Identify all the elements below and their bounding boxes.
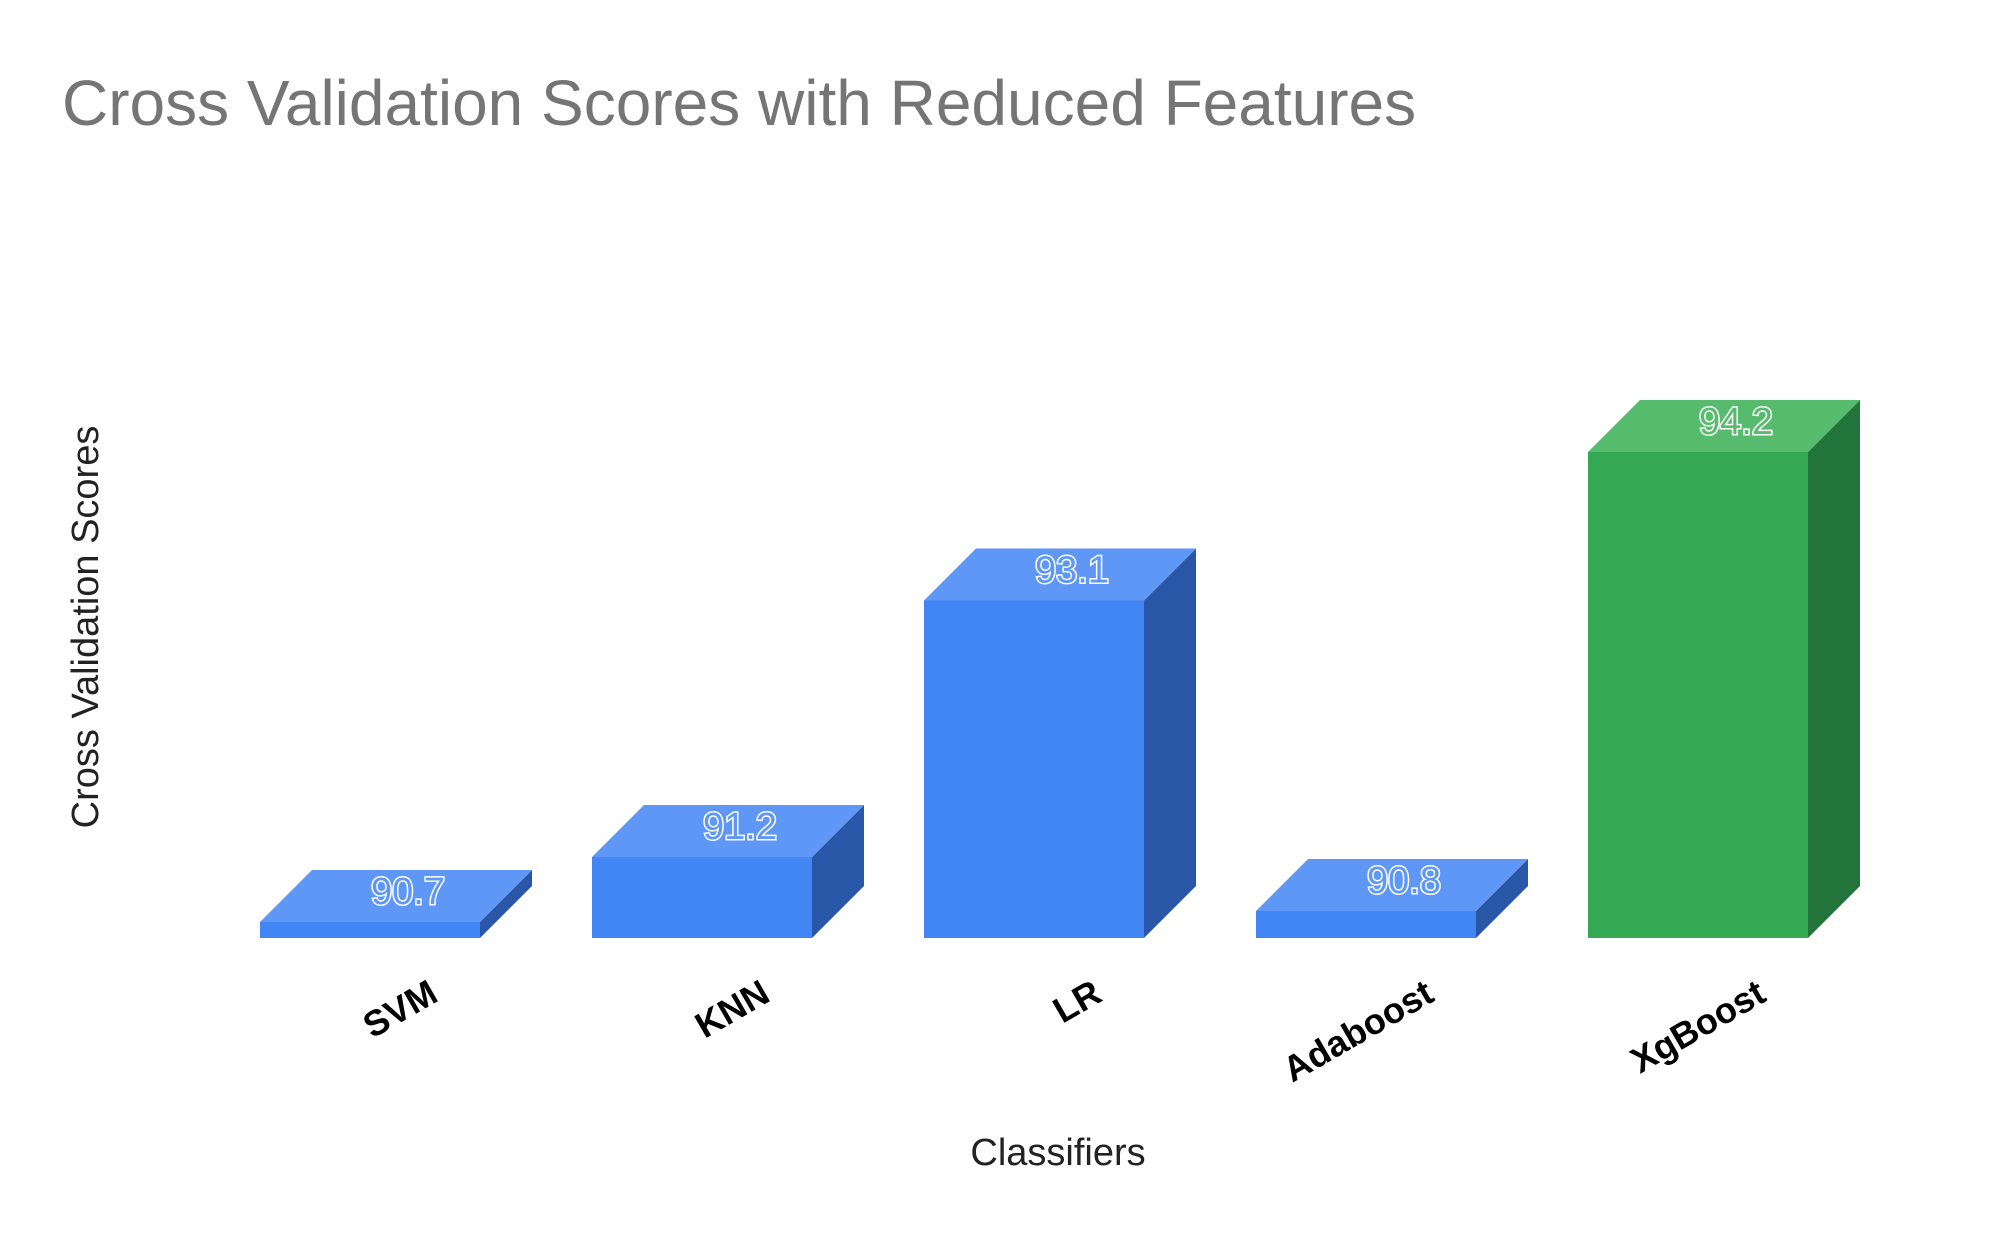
- x-axis-title: Classifiers: [970, 1132, 1145, 1174]
- bar-front-face: [924, 600, 1144, 938]
- chart-title: Cross Validation Scores with Reduced Fea…: [62, 67, 1416, 139]
- bar-adaboost: [1256, 859, 1528, 938]
- y-axis-title: Cross Validation Scores: [65, 426, 107, 829]
- bar-side-face: [1476, 859, 1528, 938]
- x-tick-labels-layer: SVM KNN LR Adaboost XgBoost: [356, 971, 1772, 1090]
- bar-knn: [592, 805, 864, 938]
- bar-svm: [260, 870, 532, 938]
- data-label: 91.2: [703, 806, 777, 848]
- x-tick-label: Adaboost: [1276, 971, 1440, 1090]
- bar-side-face: [1808, 400, 1860, 938]
- bar-top-face: [592, 805, 864, 857]
- bar-front-face: [1256, 911, 1476, 938]
- bar-front-face: [1588, 452, 1808, 938]
- data-labels-layer: 90.7 91.2 93.1 90.8 94.2: [370, 400, 1775, 915]
- x-tick-label: KNN: [688, 971, 776, 1046]
- data-label: 93.1: [1035, 550, 1109, 592]
- bar-side-face: [812, 805, 864, 938]
- data-label: 94.2: [1699, 401, 1773, 443]
- data-label: 90.8: [1367, 860, 1441, 902]
- bar-side-face: [1144, 548, 1196, 938]
- bar-front-face: [592, 857, 812, 938]
- bar-top-face: [1588, 400, 1860, 452]
- x-tick-label: LR: [1046, 971, 1108, 1031]
- bar-top-face: [1256, 859, 1528, 911]
- bar-top-face: [260, 870, 532, 922]
- data-label: 90.7: [371, 871, 445, 913]
- bar-xgboost: [1588, 400, 1860, 938]
- bar-front-face: [260, 922, 480, 938]
- x-tick-label: XgBoost: [1623, 971, 1772, 1081]
- bar-top-face: [924, 548, 1196, 601]
- bar-side-face: [480, 870, 532, 938]
- bars-layer: [260, 400, 1860, 938]
- x-tick-label: SVM: [356, 971, 444, 1046]
- bar-lr: [924, 548, 1196, 938]
